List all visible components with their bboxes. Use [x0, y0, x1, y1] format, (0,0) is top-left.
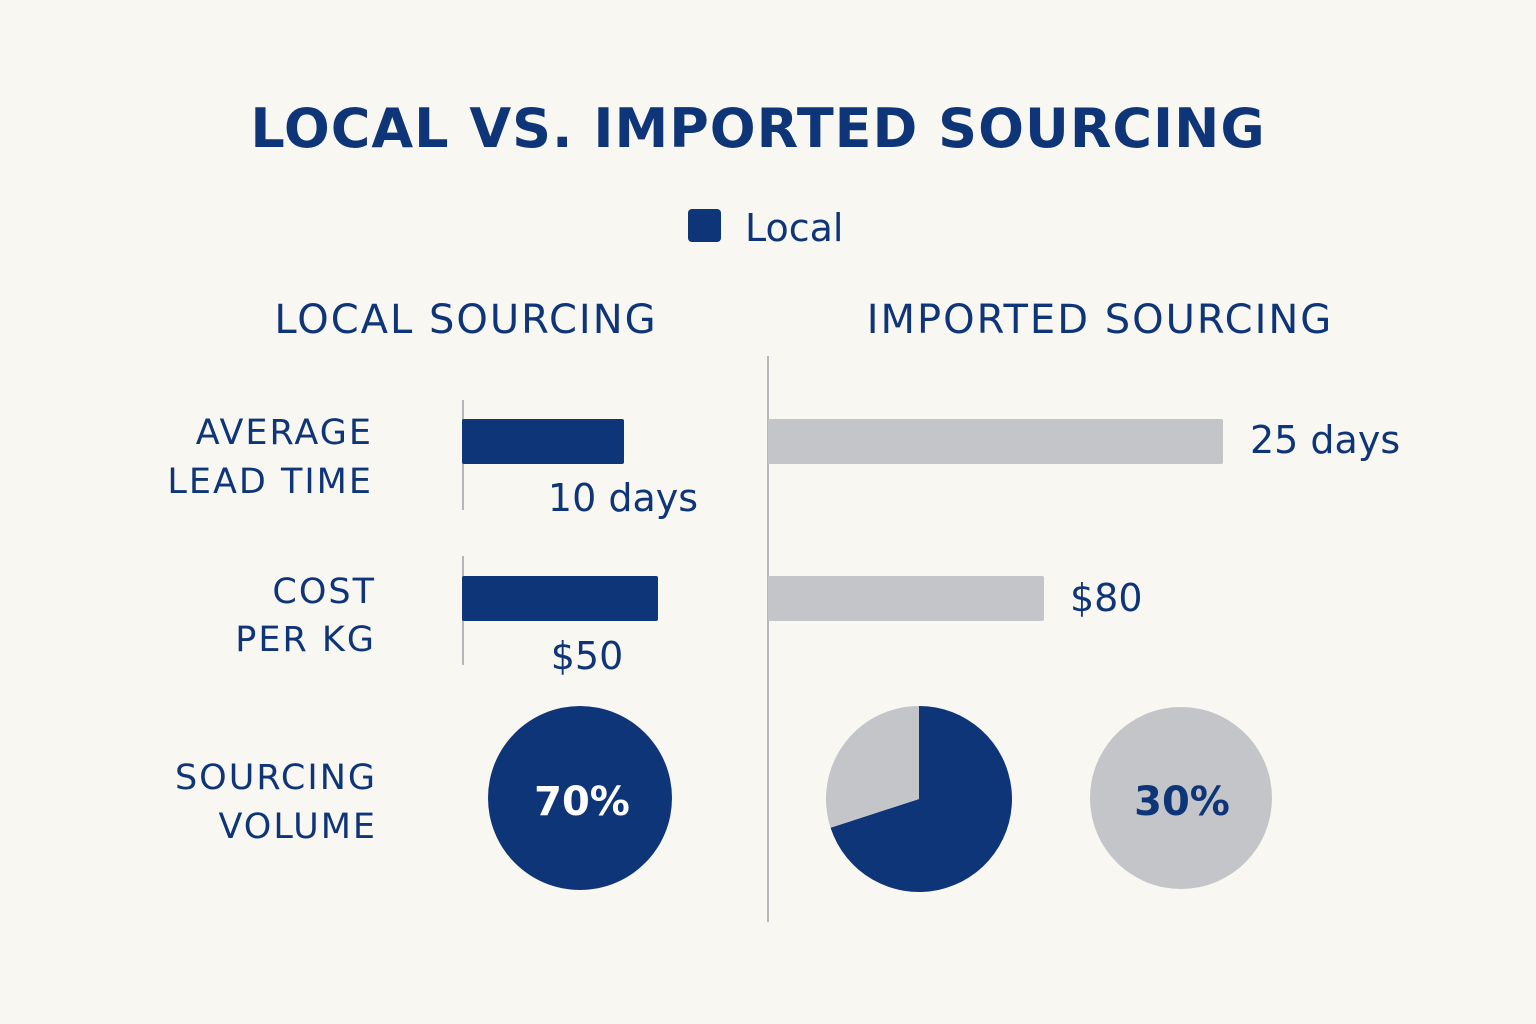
value-label-local-cost: $50 — [551, 634, 624, 678]
row-label-cost-line1: COST — [272, 572, 376, 612]
bar-local-lead-time — [462, 419, 624, 464]
bar-local-cost — [462, 576, 658, 621]
row-label-volume-line2: VOLUME — [218, 807, 377, 847]
row-label-lead-time-line2: LEAD TIME — [167, 462, 373, 502]
value-label-imported-lead-time: 25 days — [1250, 418, 1400, 462]
panel-title-local: LOCAL SOURCING — [274, 297, 657, 343]
panel-title-imported: IMPORTED SOURCING — [867, 297, 1334, 343]
pie-slice-imported — [826, 706, 919, 828]
bar-imported-lead-time — [768, 419, 1223, 464]
pie-label-imported-volume: 30% — [1134, 779, 1230, 825]
pie-slice-local — [830, 706, 1013, 892]
value-label-imported-cost: $80 — [1070, 576, 1143, 620]
row-label-volume-line1: SOURCING — [175, 758, 377, 798]
value-label-local-lead-time: 10 days — [548, 476, 698, 520]
legend-swatch-local — [688, 209, 721, 242]
pie-imported-volume — [1090, 707, 1272, 889]
row-label-cost-line2: PER KG — [235, 620, 376, 660]
row-label-lead-time-line1: AVERAGE — [196, 413, 373, 453]
pie-local-volume — [488, 706, 672, 890]
chart-title: LOCAL VS. IMPORTED SOURCING — [250, 97, 1265, 160]
pie-volume-split — [826, 706, 1013, 892]
pie-label-local-volume: 70% — [534, 779, 630, 825]
bar-imported-cost — [768, 576, 1044, 621]
legend-label-local: Local — [745, 206, 844, 250]
